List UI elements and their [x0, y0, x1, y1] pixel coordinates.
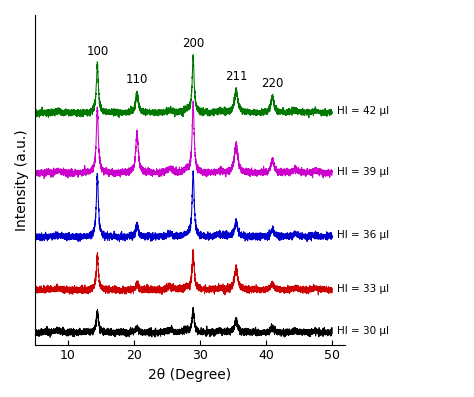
- Text: 211: 211: [225, 70, 247, 83]
- Text: HI = 39 μl: HI = 39 μl: [337, 167, 389, 177]
- Text: 100: 100: [86, 44, 109, 58]
- Text: HI = 42 μl: HI = 42 μl: [337, 106, 389, 116]
- Text: HI = 36 μl: HI = 36 μl: [337, 230, 389, 241]
- Text: 220: 220: [261, 77, 283, 90]
- X-axis label: 2θ (Degree): 2θ (Degree): [148, 368, 231, 382]
- Text: HI = 33 μl: HI = 33 μl: [337, 283, 389, 294]
- Text: 110: 110: [126, 73, 148, 86]
- Text: 200: 200: [182, 37, 204, 50]
- Y-axis label: Intensity (a.u.): Intensity (a.u.): [15, 129, 29, 231]
- Text: HI = 30 μl: HI = 30 μl: [337, 326, 389, 336]
